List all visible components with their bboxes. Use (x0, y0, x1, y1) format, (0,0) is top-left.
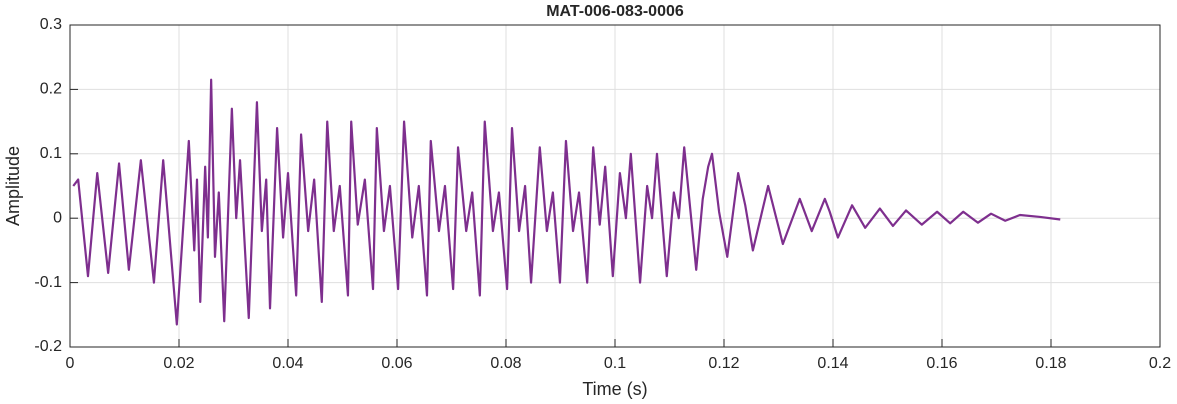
y-tick-label: -0.1 (34, 274, 62, 291)
x-tick-label: 0 (66, 355, 75, 372)
x-tick-label: 0.06 (381, 355, 412, 372)
y-tick-label: 0.1 (40, 145, 62, 162)
x-tick-label: 0.2 (1149, 355, 1171, 372)
y-tick-label: -0.2 (34, 338, 62, 355)
y-tick-label: 0 (53, 209, 62, 226)
y-axis-label: Amplitude (3, 146, 23, 226)
x-tick-label: 0.14 (817, 355, 848, 372)
x-tick-label: 0.02 (163, 355, 194, 372)
y-tick-label: 0.3 (40, 16, 62, 33)
chart-title: MAT-006-083-0006 (546, 3, 684, 20)
waveform-line (72, 78, 1061, 326)
y-tick-label: 0.2 (40, 81, 62, 98)
x-tick-label: 0.18 (1035, 355, 1066, 372)
x-axis-label: Time (s) (582, 379, 647, 399)
x-tick-label: 0.08 (490, 355, 521, 372)
plot-frame (69, 24, 1161, 348)
x-tick-label: 0.16 (926, 355, 957, 372)
x-tick-label: 0.04 (272, 355, 303, 372)
x-tick-label: 0.12 (708, 355, 739, 372)
x-tick-label: 0.1 (604, 355, 626, 372)
